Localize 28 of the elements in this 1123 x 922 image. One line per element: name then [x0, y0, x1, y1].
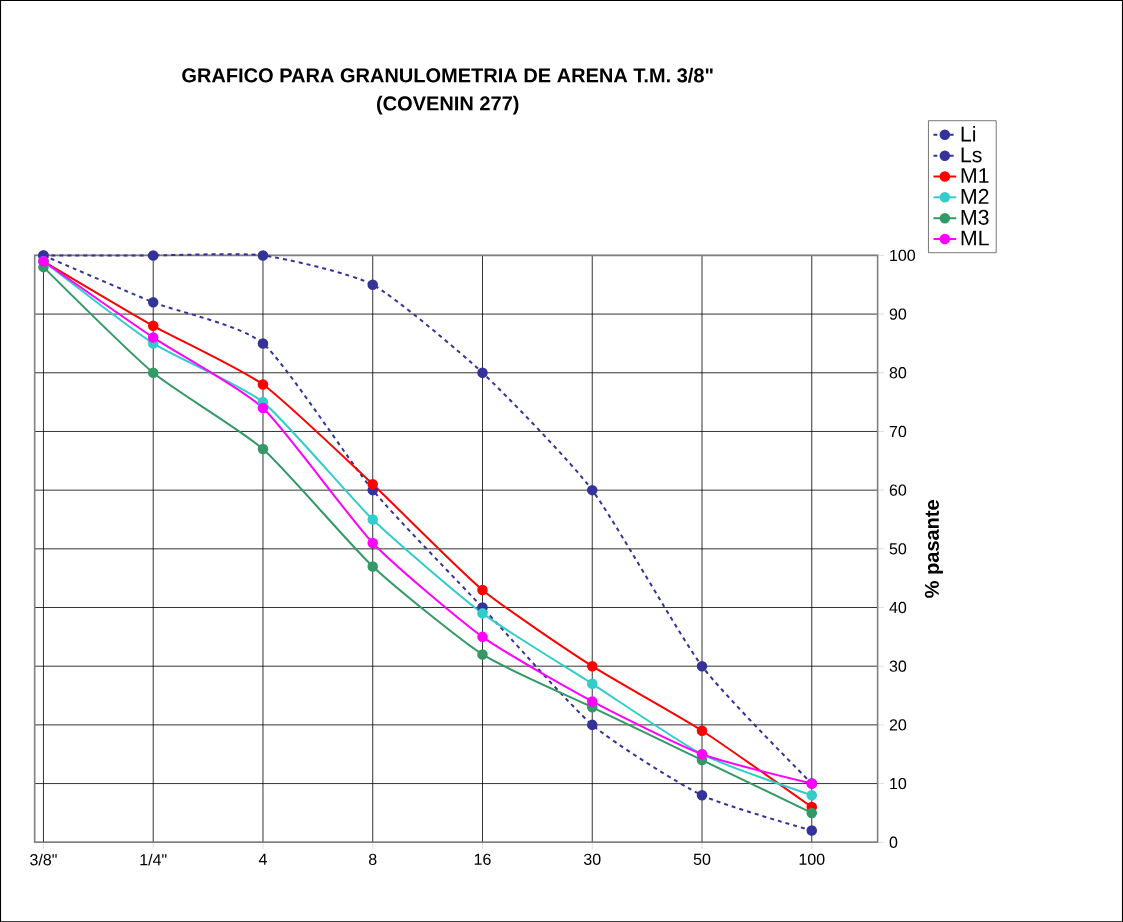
x-tick-label: 3/8" [30, 853, 57, 866]
x-tick-label: 8 [368, 853, 377, 865]
y-tick-label: 0 [889, 836, 898, 848]
legend-label: M2 [961, 188, 989, 204]
x-tick-label: 100 [799, 853, 825, 865]
y-tick-label: 70 [889, 425, 907, 437]
y-tick-label: 10 [890, 777, 907, 790]
y-tick-label: 40 [889, 601, 907, 614]
legend-label: Ls [961, 147, 982, 163]
y-tick-label: 60 [889, 484, 907, 496]
y-tick-label: 20 [889, 719, 907, 731]
y-tick-label: 30 [889, 660, 907, 672]
legend-label: Li [961, 125, 976, 142]
y-axis-title: % pasante [924, 499, 943, 598]
x-tick-label: 1/4" [140, 853, 167, 866]
legend-label: M3 [961, 209, 989, 225]
y-tick-label: 50 [889, 543, 907, 555]
y-tick-label: 100 [890, 249, 916, 261]
chart-subtitle: (COVENIN 277) [377, 95, 519, 115]
x-tick-label: 16 [474, 853, 491, 865]
legend-label: ML [961, 230, 989, 246]
legend-label: M1 [961, 168, 989, 183]
y-tick-label: 80 [889, 366, 907, 379]
x-tick-label: 30 [583, 853, 601, 865]
chart-title: GRAFICO PARA GRANULOMETRIA DE ARENA T.M. 3/8" [182, 67, 713, 83]
y-tick-label: 90 [889, 308, 907, 320]
x-tick-label: 50 [693, 853, 711, 865]
x-tick-label: 4 [258, 853, 267, 865]
